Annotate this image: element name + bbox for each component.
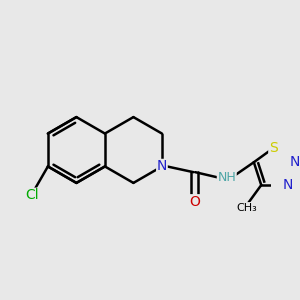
Text: N: N: [290, 155, 300, 169]
Text: S: S: [269, 141, 278, 155]
Text: NH: NH: [218, 171, 236, 184]
Text: CH₃: CH₃: [236, 202, 257, 213]
Text: O: O: [189, 195, 200, 209]
Text: N: N: [283, 178, 293, 192]
Text: N: N: [157, 160, 167, 173]
Text: Cl: Cl: [26, 188, 39, 202]
